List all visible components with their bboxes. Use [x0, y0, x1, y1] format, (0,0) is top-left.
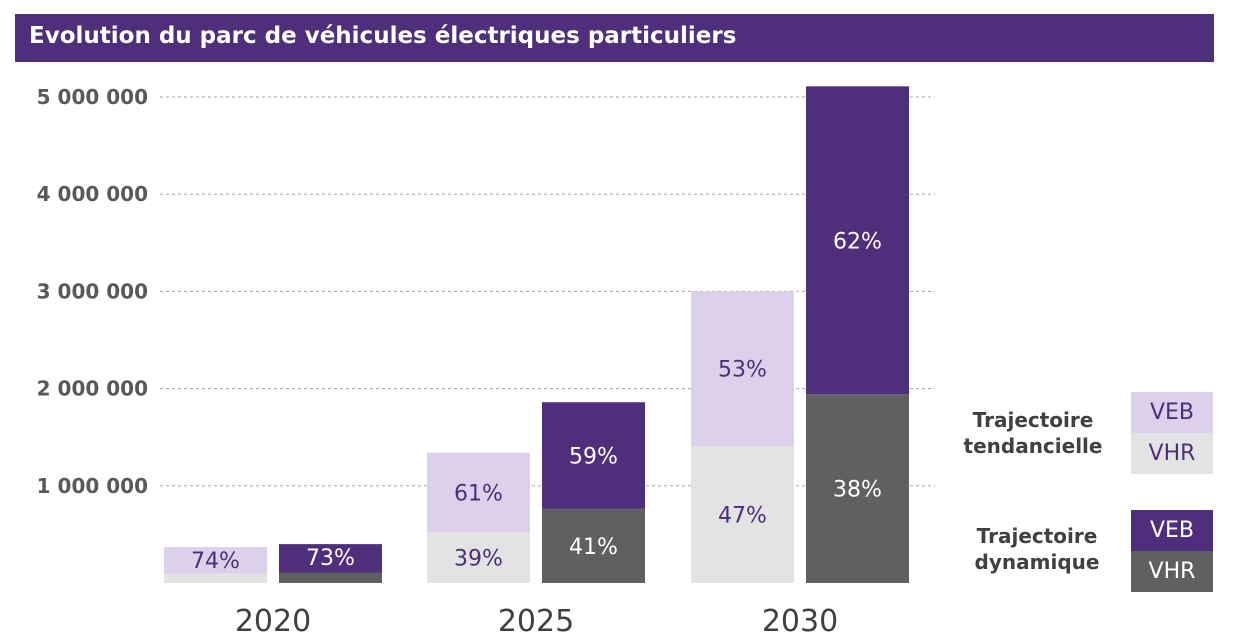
y-tick-label: 5 000 000	[37, 85, 148, 109]
bar-segment-vhr	[164, 573, 267, 583]
data-label-veb: 62%	[833, 229, 882, 254]
data-label-vhr: 39%	[454, 547, 503, 572]
data-label-veb: 61%	[454, 481, 503, 506]
bar-segment-veb	[806, 86, 909, 395]
legend-title-line2: tendancielle	[963, 434, 1103, 458]
data-label-veb: 53%	[718, 358, 767, 383]
y-tick-label: 1 000 000	[37, 474, 148, 498]
legend-title-line1: Trajectoire	[972, 408, 1094, 432]
y-tick-label: 4 000 000	[37, 182, 148, 206]
legend-swatch-tendancielle-vhr: VHR	[1131, 433, 1213, 474]
bar-segment-veb	[427, 452, 530, 533]
bar-segment-veb	[164, 547, 267, 574]
data-label-veb: 59%	[569, 445, 618, 470]
x-tick-label: 2025	[498, 604, 574, 639]
legend-swatch-tendancielle-veb: VEB	[1131, 392, 1213, 433]
chart-title-bar: Evolution du parc de véhicules électriqu…	[15, 14, 1214, 62]
bar-segment-veb	[542, 402, 645, 509]
bar-segment-vhr	[279, 572, 382, 583]
data-label-vhr: 47%	[718, 503, 767, 528]
legend-swatch-dynamique-vhr: VHR	[1131, 551, 1213, 592]
x-tick-label: 2020	[235, 604, 311, 639]
bar-segment-vhr	[806, 394, 909, 583]
legend-swatch-dynamique-veb: VEB	[1131, 510, 1213, 551]
data-label-veb: 74%	[191, 549, 240, 574]
legend-title-line1: Trajectoire	[976, 524, 1098, 548]
y-tick-label: 2 000 000	[37, 377, 148, 401]
legend-title-tendancielle: Trajectoire tendancielle	[948, 407, 1118, 459]
data-label-vhr: 41%	[569, 535, 618, 560]
data-label-vhr: 38%	[833, 478, 882, 503]
y-tick-label: 3 000 000	[37, 279, 148, 303]
x-tick-label: 2030	[762, 604, 838, 639]
legend-title-dynamique: Trajectoire dynamique	[952, 523, 1122, 575]
bar-segment-vhr	[691, 445, 794, 583]
bar-segment-vhr	[427, 532, 530, 583]
data-label-veb: 73%	[306, 546, 355, 571]
chart-title: Evolution du parc de véhicules électriqu…	[29, 23, 737, 49]
bar-segment-veb	[691, 291, 794, 446]
legend-title-line2: dynamique	[974, 550, 1100, 574]
bar-segment-veb	[279, 544, 382, 573]
bar-segment-vhr	[542, 508, 645, 583]
